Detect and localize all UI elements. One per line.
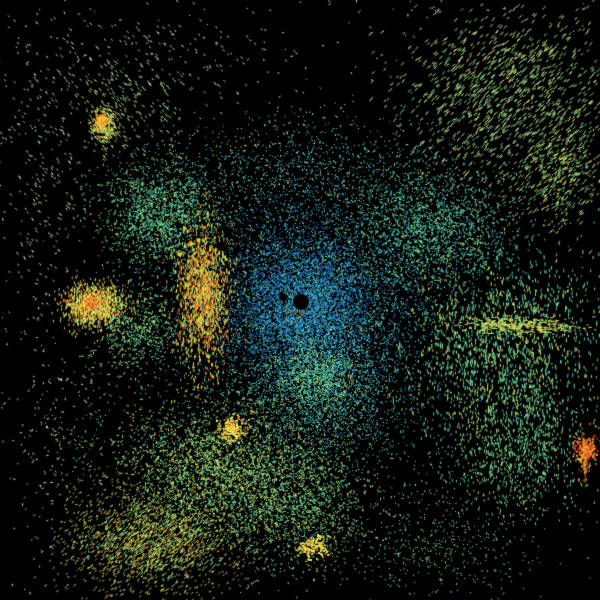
scatter-plot-canvas xyxy=(0,0,600,600)
sky-map-visualization xyxy=(0,0,600,600)
